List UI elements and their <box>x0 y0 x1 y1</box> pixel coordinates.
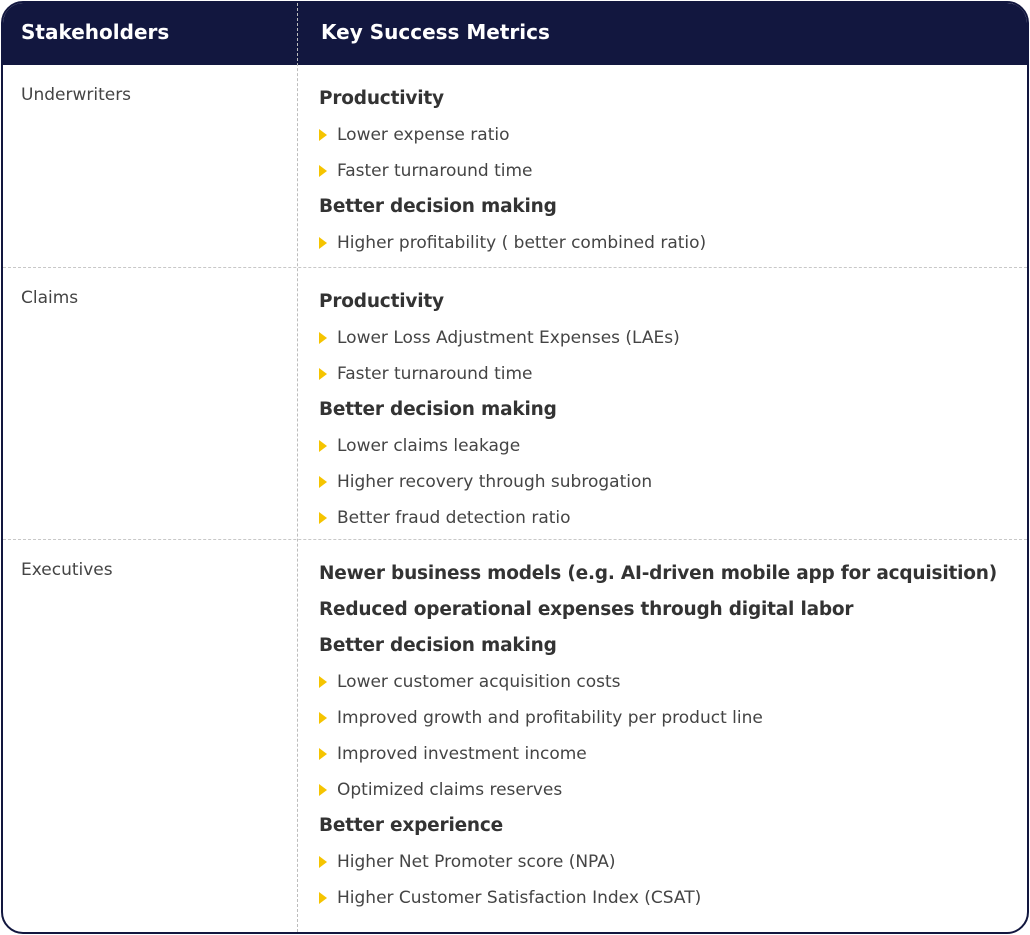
bullet-triangle-icon <box>319 237 327 249</box>
metric-item: Higher recovery through subrogation <box>319 464 680 500</box>
metric-heading: Productivity <box>319 291 444 312</box>
bullet-triangle-icon <box>319 892 327 904</box>
metric-item: Higher profitability ( better combined r… <box>319 225 706 261</box>
metric-heading: Productivity <box>319 88 444 109</box>
bullet-triangle-icon <box>319 856 327 868</box>
bullet-triangle-icon <box>319 476 327 488</box>
bullet-triangle-icon <box>319 784 327 796</box>
bullet-triangle-icon <box>319 512 327 524</box>
metric-item-text: Lower claims leakage <box>337 436 521 456</box>
table-row: Executives Newer business models (e.g. AI… <box>3 540 1027 932</box>
bullet-triangle-icon <box>319 440 327 452</box>
metric-item: Improved investment income <box>319 736 997 772</box>
stakeholder-cell: Executives <box>21 560 113 580</box>
metric-item-text: Faster turnaround time <box>337 364 533 384</box>
metric-heading: Better decision making <box>319 196 557 217</box>
header-key-success-metrics: Key Success Metrics <box>321 20 550 44</box>
metric-item-text: Lower customer acquisition costs <box>337 672 621 692</box>
table-body: Underwriters Productivity Lower expense ra… <box>3 65 1027 932</box>
table-header: Stakeholders Key Success Metrics <box>3 3 1027 65</box>
metric-item: Faster turnaround time <box>319 153 706 189</box>
bullet-triangle-icon <box>319 368 327 380</box>
metric-item: Optimized claims reserves <box>319 772 997 808</box>
metric-item-text: Higher Customer Satisfaction Index (CSAT… <box>337 888 702 908</box>
metric-item: Higher Customer Satisfaction Index (CSAT… <box>319 880 997 916</box>
metric-item: Better fraud detection ratio <box>319 500 680 536</box>
metric-item: Lower expense ratio <box>319 117 706 153</box>
metric-heading: Reduced operational expenses through dig… <box>319 599 854 620</box>
header-stakeholders: Stakeholders <box>21 20 170 44</box>
stakeholder-cell: Claims <box>21 288 79 308</box>
stakeholder-cell: Underwriters <box>21 85 132 105</box>
metrics-cell: Productivity Lower expense ratio Faster tu… <box>297 65 706 267</box>
metric-item-text: Lower Loss Adjustment Expenses (LAEs) <box>337 328 680 348</box>
metric-heading: Better experience <box>319 815 504 836</box>
metric-item-text: Optimized claims reserves <box>337 780 563 800</box>
metric-item-text: Improved investment income <box>337 744 587 764</box>
metric-item-text: Better fraud detection ratio <box>337 508 571 528</box>
table-row: Claims Productivity Lower Loss Adjustment … <box>3 268 1027 540</box>
bullet-triangle-icon <box>319 332 327 344</box>
bullet-triangle-icon <box>319 748 327 760</box>
metric-item-text: Higher recovery through subrogation <box>337 472 653 492</box>
metric-item: Faster turnaround time <box>319 356 680 392</box>
bullet-triangle-icon <box>319 165 327 177</box>
metric-item: Lower Loss Adjustment Expenses (LAEs) <box>319 320 680 356</box>
metric-item-text: Faster turnaround time <box>337 161 533 181</box>
metric-heading: Better decision making <box>319 399 557 420</box>
metric-item-text: Higher Net Promoter score (NPA) <box>337 852 616 872</box>
metric-item-text: Improved growth and profitability per pr… <box>337 708 763 728</box>
table-row: Underwriters Productivity Lower expense ra… <box>3 65 1027 268</box>
metric-item-text: Lower expense ratio <box>337 125 510 145</box>
metrics-cell: Newer business models (e.g. AI-driven mo… <box>297 540 997 932</box>
column-divider <box>297 3 298 932</box>
bullet-triangle-icon <box>319 129 327 141</box>
bullet-triangle-icon <box>319 676 327 688</box>
metric-item: Improved growth and profitability per pr… <box>319 700 997 736</box>
metric-item: Higher Net Promoter score (NPA) <box>319 844 997 880</box>
bullet-triangle-icon <box>319 712 327 724</box>
metric-heading: Better decision making <box>319 635 557 656</box>
metric-item-text: Higher profitability ( better combined r… <box>337 233 707 253</box>
metric-heading: Newer business models (e.g. AI-driven mo… <box>319 563 998 584</box>
metrics-cell: Productivity Lower Loss Adjustment Expens… <box>297 268 680 539</box>
metric-item: Lower customer acquisition costs <box>319 664 997 700</box>
metric-item: Lower claims leakage <box>319 428 680 464</box>
